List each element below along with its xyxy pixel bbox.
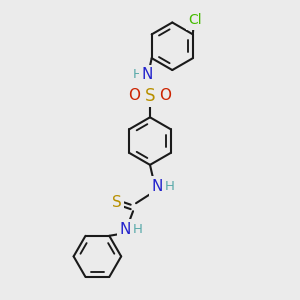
Text: S: S [145,87,155,105]
Text: H: H [133,223,142,236]
Text: H: H [164,180,174,193]
Text: Cl: Cl [188,13,202,27]
Text: O: O [128,88,140,104]
Text: H: H [133,68,143,81]
Text: O: O [160,88,172,104]
Text: N: N [120,222,131,237]
Text: N: N [152,179,163,194]
Text: N: N [142,67,153,82]
Text: S: S [112,195,122,210]
